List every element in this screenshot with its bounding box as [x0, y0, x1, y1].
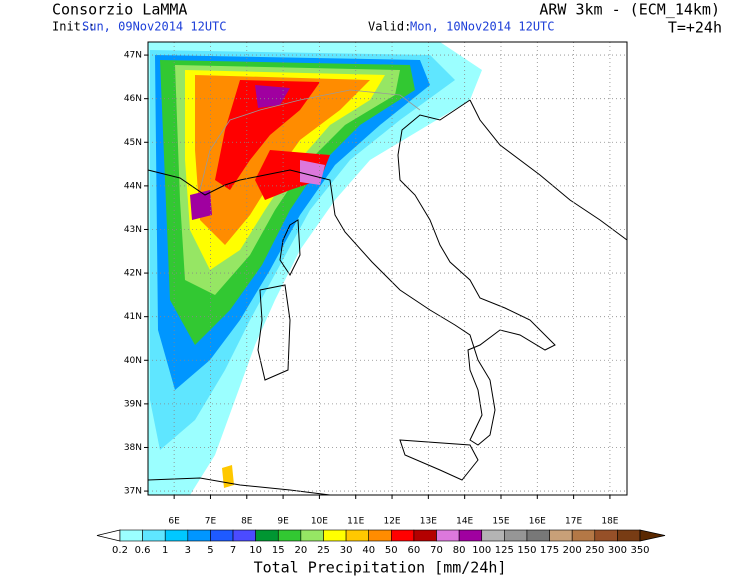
colorbar-box [549, 529, 573, 542]
init-label: Init.: [52, 20, 95, 34]
lon-tick-label: 9E [277, 517, 289, 527]
colorbar-label: 40 [362, 545, 375, 556]
colorbar-box [436, 529, 460, 542]
island [257, 284, 291, 381]
colorbar-box [571, 529, 596, 542]
lat-tick-label: 39N [124, 399, 142, 409]
colorbar-box [526, 529, 550, 542]
colorbar-box [368, 529, 392, 542]
lon-tick-label: 12E [383, 517, 400, 527]
lat-tick-label: 43N [124, 225, 142, 235]
colorbar-label: 7 [230, 545, 236, 556]
coastline [147, 99, 556, 446]
lead-time: T=+24h [668, 19, 722, 37]
lon-tick-label: 17E [565, 517, 582, 527]
lat-tick-label: 46N [124, 94, 142, 104]
colorbar-label: 30 [340, 545, 353, 556]
valid-label: Valid: [368, 20, 411, 34]
precip-area [300, 160, 325, 185]
colorbar-box [458, 529, 483, 542]
colorbar-box [413, 529, 437, 542]
lon-tick-label: 8E [241, 517, 253, 527]
lat-tick-label: 47N [124, 51, 142, 61]
colorbar-label: 50 [385, 545, 398, 556]
colorbar-label: 80 [453, 545, 466, 556]
colorbar-label: 10 [249, 545, 262, 556]
map: 47N 46N 45N 44N 43N 42N 41N 40N 39N 38N 37N 6E 7E 8E 9… [124, 41, 628, 527]
lat-tick-label: 40N [124, 356, 142, 366]
island [399, 439, 479, 481]
lon-tick-label: 6E [168, 517, 180, 527]
lat-tick-label: 45N [124, 138, 142, 148]
init-time: Sun, 09Nov2014 12UTC [82, 20, 227, 34]
coastline [147, 477, 331, 496]
lat-tick-label: 37N [124, 487, 142, 497]
lon-tick-label: 18E [601, 517, 618, 527]
lon-tick-label: 10E [311, 517, 328, 527]
colorbar-box [255, 529, 279, 542]
lat-tick-label: 44N [124, 181, 142, 191]
colorbar-box [164, 529, 189, 542]
lat-tick-label: 42N [124, 269, 142, 279]
colorbar-label: 300 [608, 545, 627, 556]
colorbar-box [277, 529, 302, 542]
colorbar-label: 70 [430, 545, 443, 556]
precipitation [148, 42, 482, 495]
lon-tick-label: 13E [420, 517, 437, 527]
title: Consorzio LaMMA [52, 1, 187, 19]
colorbar-label: 1 [162, 545, 168, 556]
valid-time: Mon, 10Nov2014 12UTC [410, 20, 555, 34]
colorbar: 0.2 0.6 1 3 5 7 10 15 20 25 30 40 50 60 70 80 100 125 150 1… [96, 529, 666, 556]
colorbar-label: 150 [517, 545, 536, 556]
colorbar-label: 250 [585, 545, 604, 556]
coastline [469, 99, 628, 241]
colorbar-label: 0.6 [135, 545, 151, 556]
colorbar-label: 125 [495, 545, 514, 556]
colorbar-box [504, 529, 528, 542]
lat-tick-label: 38N [124, 443, 142, 453]
colorbar-label: 175 [540, 545, 559, 556]
colorbar-label: 60 [408, 545, 421, 556]
colorbar-label: 100 [472, 545, 491, 556]
precip-area [222, 465, 234, 488]
colorbar-under [96, 529, 121, 542]
island [279, 219, 301, 276]
precip-area [255, 85, 290, 108]
colorbar-box [323, 529, 347, 542]
precip-area [215, 80, 320, 190]
colorbar-over [639, 529, 666, 542]
colorbar-box [345, 529, 369, 542]
colorbar-box [142, 529, 166, 542]
colorbar-box [210, 529, 234, 542]
colorbar-box [617, 529, 641, 542]
map-frame [147, 41, 628, 496]
colorbar-label: 5 [207, 545, 213, 556]
lat-tick-label: 41N [124, 312, 142, 322]
lon-tick-label: 15E [492, 517, 509, 527]
lon-tick-label: 7E [205, 517, 217, 527]
colorbar-box [594, 529, 618, 542]
colorbar-box [232, 529, 256, 542]
lon-tick-label: 16E [529, 517, 546, 527]
colorbar-label: 350 [630, 545, 649, 556]
colorbar-label: 200 [563, 545, 582, 556]
model: ARW 3km - (ECM_14km) [539, 1, 720, 19]
colorbar-label: 15 [272, 545, 285, 556]
colorbar-label: 3 [185, 545, 191, 556]
lon-tick-label: 14E [456, 517, 473, 527]
colorbar-label: 0.2 [112, 545, 128, 556]
colorbar-box [300, 529, 324, 542]
colorbar-box [119, 529, 143, 542]
colorbar-label: 20 [295, 545, 308, 556]
colorbar-label: 25 [317, 545, 330, 556]
colorbar-box [481, 529, 505, 542]
colorbar-title: Total Precipitation [mm/24h] [254, 559, 507, 577]
lon-tick-label: 11E [347, 517, 364, 527]
colorbar-box [187, 529, 211, 542]
colorbar-box [391, 529, 415, 542]
precip-area [190, 190, 212, 220]
